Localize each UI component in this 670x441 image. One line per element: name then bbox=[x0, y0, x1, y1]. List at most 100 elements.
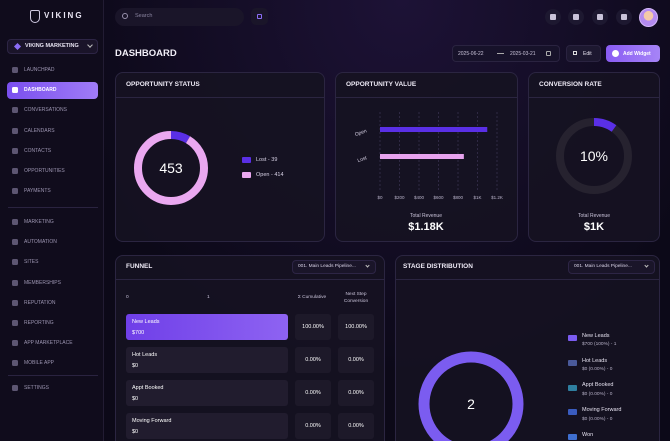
nav-icon bbox=[12, 67, 18, 73]
nav-item[interactable]: APP MARKETPLACE bbox=[24, 340, 73, 347]
nav-icon bbox=[12, 279, 18, 286]
nav-item[interactable]: PAYMENTS bbox=[24, 188, 51, 195]
card-divider bbox=[396, 279, 659, 280]
legend-swatch bbox=[568, 384, 577, 391]
nav-item[interactable]: CONTACTS bbox=[24, 147, 52, 154]
edit-label: Edit bbox=[583, 51, 592, 57]
nav-item[interactable]: SITES bbox=[24, 259, 39, 266]
logo-icon bbox=[30, 10, 40, 23]
nav-icon bbox=[12, 188, 18, 195]
nav-item[interactable]: CONVERSATIONS bbox=[24, 107, 67, 114]
nav-item[interactable]: CALENDARS bbox=[24, 127, 55, 134]
bar bbox=[380, 127, 488, 132]
cumulative: 0.00% bbox=[305, 422, 321, 429]
toggle-button[interactable] bbox=[251, 8, 268, 25]
donut-total: 453 bbox=[159, 160, 183, 176]
legend-name: Hot Leads bbox=[582, 357, 608, 364]
x-tick-label: $1.2K bbox=[491, 195, 503, 200]
next-step: 0.00% bbox=[348, 389, 364, 396]
nav-icon bbox=[12, 127, 18, 134]
nav-item[interactable]: MOBILE APP bbox=[24, 360, 55, 367]
add-widget-button[interactable] bbox=[606, 45, 660, 62]
legend-swatch bbox=[568, 409, 577, 416]
legend-label: Open - 414 bbox=[256, 171, 284, 178]
account-selector[interactable]: VIKING MARKETING bbox=[7, 39, 98, 54]
card bbox=[528, 72, 660, 242]
avatar[interactable] bbox=[639, 8, 658, 27]
legend-swatch bbox=[568, 359, 577, 366]
nav-item[interactable]: LAUNCHPAD bbox=[24, 67, 55, 73]
legend-swatch bbox=[568, 434, 577, 441]
stage-value: $0 bbox=[132, 395, 139, 402]
legend-detail: $700 (100%) - 1 bbox=[582, 342, 617, 348]
legend-detail: $0 (0.00%) - 0 bbox=[582, 391, 613, 397]
add-icon bbox=[612, 50, 619, 57]
toggle-icon bbox=[257, 14, 262, 19]
donut-total: 2 bbox=[467, 396, 475, 412]
nav-item[interactable]: MEMBERSHIPS bbox=[24, 279, 61, 286]
x-tick-label: $800 bbox=[453, 195, 464, 200]
legend-detail: $0 (0.00%) - 0 bbox=[582, 416, 613, 422]
cumulative: 100.00% bbox=[302, 323, 324, 330]
next-step: 100.00% bbox=[345, 323, 367, 330]
column-header: 1 bbox=[207, 295, 210, 301]
edit-button[interactable] bbox=[566, 45, 601, 62]
stage-name: Appt Booked bbox=[132, 384, 164, 391]
search-box[interactable]: Search bbox=[115, 8, 244, 26]
date-range[interactable] bbox=[452, 45, 560, 62]
date-from: 2025-06-22 bbox=[458, 51, 484, 57]
bar bbox=[380, 154, 464, 159]
column-header: Σ Cumulative bbox=[297, 295, 327, 301]
next-step: 0.00% bbox=[348, 422, 364, 429]
date-arrow bbox=[497, 53, 504, 54]
nav-icon bbox=[12, 259, 18, 266]
nav-item[interactable]: DASHBOARD bbox=[24, 87, 57, 94]
total-value: $1.18K bbox=[408, 221, 444, 233]
page-title: DASHBOARD bbox=[115, 48, 177, 60]
nav-item[interactable]: REPORTING bbox=[24, 320, 54, 326]
nav-icon bbox=[12, 147, 18, 154]
divider bbox=[8, 375, 98, 376]
date-to: 2025-03-21 bbox=[510, 51, 536, 57]
legend-name: Moving Forward bbox=[582, 407, 622, 414]
nav-icon bbox=[12, 107, 18, 114]
nav-icon bbox=[12, 168, 18, 174]
divider bbox=[8, 207, 98, 208]
total-value: $1K bbox=[584, 221, 604, 233]
nav-item[interactable]: SETTINGS bbox=[24, 385, 50, 391]
next-step: 0.00% bbox=[348, 356, 364, 363]
account-name: VIKING MARKETING bbox=[25, 43, 79, 49]
nav-item[interactable]: REPUTATION bbox=[24, 299, 56, 306]
icon-glyph bbox=[621, 14, 627, 20]
stage-name: Hot Leads bbox=[132, 351, 158, 358]
nav-icon bbox=[12, 320, 18, 326]
bar-label: Open bbox=[354, 128, 368, 138]
x-tick-label: $200 bbox=[394, 195, 405, 200]
total-label: Total Revenue bbox=[410, 213, 442, 219]
pipeline-dropdown[interactable]: 001. Main Leads Pipeline... bbox=[568, 260, 655, 274]
search-placeholder: Search bbox=[135, 13, 153, 19]
legend-swatch bbox=[242, 172, 251, 178]
cell bbox=[295, 347, 331, 373]
card bbox=[115, 72, 325, 242]
cell bbox=[295, 380, 331, 406]
stage-bar bbox=[126, 347, 288, 373]
nav-item[interactable]: MARKETING bbox=[24, 219, 54, 225]
nav-item[interactable]: OPPORTUNITIES bbox=[24, 168, 65, 174]
pipeline-dropdown[interactable]: 001. Main Leads Pipeline... bbox=[292, 260, 376, 274]
stage-value: $0 bbox=[132, 428, 139, 435]
card bbox=[395, 255, 660, 441]
ring-value: 10% bbox=[580, 148, 608, 164]
cell bbox=[338, 380, 374, 406]
stage-donut bbox=[418, 351, 524, 441]
stage-name: New Leads bbox=[132, 318, 160, 325]
search-icon bbox=[122, 13, 128, 19]
nav-item[interactable]: AUTOMATION bbox=[24, 239, 57, 246]
total-label: Total Revenue bbox=[578, 213, 610, 219]
legend-name: Won bbox=[582, 431, 594, 438]
cell bbox=[338, 413, 374, 439]
card-divider bbox=[529, 97, 659, 98]
stage-bar bbox=[126, 314, 288, 340]
x-tick-label: $0 bbox=[377, 195, 383, 200]
